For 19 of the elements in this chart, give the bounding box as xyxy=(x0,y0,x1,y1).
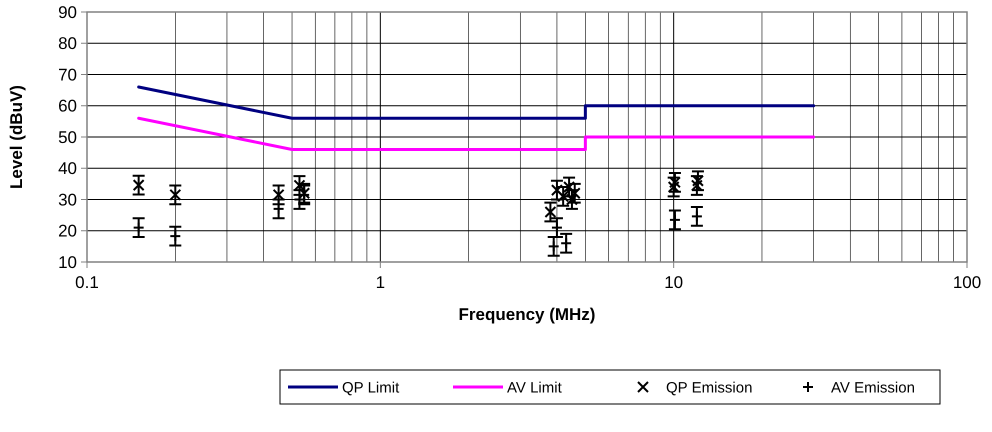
y-tick-label: 40 xyxy=(58,159,77,178)
y-axis-title: Level (dBuV) xyxy=(7,85,26,189)
x-tick-label: 0.1 xyxy=(75,273,99,292)
legend-label: AV Limit xyxy=(507,379,563,396)
y-tick-label: 60 xyxy=(58,96,77,116)
y-tick-label: 70 xyxy=(58,65,77,84)
y-tick-label: 90 xyxy=(58,2,77,22)
legend-label: AV Emission xyxy=(831,379,915,396)
legend-label: QP Limit xyxy=(342,379,400,396)
x-tick-label: 10 xyxy=(664,273,684,292)
legend-label: QP Emission xyxy=(666,379,752,396)
y-tick-label: 10 xyxy=(58,252,77,272)
y-tick-label: 50 xyxy=(58,128,77,147)
x-tick-label: 100 xyxy=(952,273,982,292)
y-tick-label: 80 xyxy=(58,34,77,54)
y-tick-label: 30 xyxy=(58,190,77,210)
x-tick-label: 1 xyxy=(376,273,386,292)
x-axis-title: Frequency (MHz) xyxy=(458,305,596,324)
y-tick-label: 20 xyxy=(58,222,77,241)
